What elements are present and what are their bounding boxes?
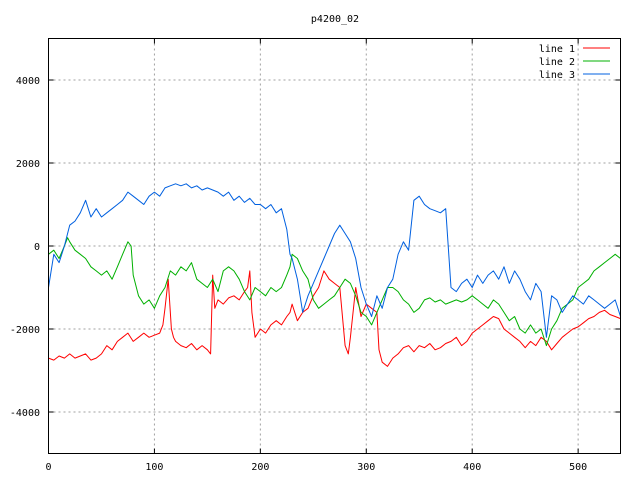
- x-tick-label: 500: [569, 462, 587, 473]
- y-tick-label: -4000: [10, 408, 40, 419]
- series-line-3: [48, 183, 621, 338]
- series-lines: [48, 183, 621, 367]
- plot-frame: [48, 38, 621, 454]
- x-tick-label: 400: [463, 462, 481, 473]
- y-tick-label: -2000: [10, 325, 40, 336]
- legend-label: line 2: [539, 57, 575, 68]
- legend: line 1 line 2 line 3: [539, 44, 610, 81]
- legend-label: line 1: [539, 44, 575, 55]
- x-tick-label: 300: [357, 462, 375, 473]
- x-tick-label: 0: [45, 462, 51, 473]
- chart-title: p4200_02: [311, 14, 359, 25]
- x-tick-label: 200: [251, 462, 269, 473]
- series-line-2: [48, 237, 621, 347]
- y-tick-label: 2000: [16, 159, 40, 170]
- series-line-1: [48, 270, 621, 367]
- axis-ticks: 0 100 200 300 400 500 -4000 -2000 0 2000 4000: [10, 38, 621, 473]
- y-tick-label: 4000: [16, 76, 40, 87]
- grid-lines: [48, 38, 621, 454]
- y-tick-label: 0: [34, 242, 40, 253]
- legend-label: line 3: [539, 70, 575, 81]
- x-tick-label: 100: [145, 462, 163, 473]
